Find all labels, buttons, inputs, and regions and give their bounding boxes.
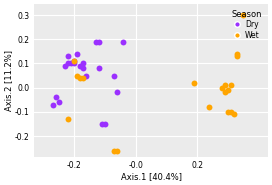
Point — [100, 122, 104, 125]
Point — [192, 81, 196, 84]
Point — [78, 76, 82, 79]
Point — [112, 74, 116, 77]
Point — [226, 89, 230, 92]
Point — [57, 101, 61, 104]
Point — [97, 67, 101, 70]
Point — [229, 84, 233, 87]
Legend: Dry, Wet: Dry, Wet — [230, 8, 264, 41]
X-axis label: Axis.1 [40.4%]: Axis.1 [40.4%] — [120, 172, 181, 181]
Point — [94, 40, 98, 43]
Point — [78, 64, 82, 67]
Point — [66, 62, 70, 65]
Point — [235, 52, 239, 55]
Point — [63, 64, 67, 67]
Point — [222, 91, 227, 94]
Point — [103, 122, 107, 125]
Point — [72, 62, 76, 65]
Point — [226, 110, 230, 113]
Point — [241, 14, 245, 16]
Point — [220, 86, 224, 89]
Point — [112, 149, 116, 152]
Point — [115, 149, 119, 152]
Point — [84, 74, 89, 77]
Point — [54, 96, 58, 99]
Point — [72, 60, 76, 63]
Point — [222, 84, 227, 87]
Y-axis label: Axis.2 [11.2%]: Axis.2 [11.2%] — [4, 50, 13, 111]
Point — [81, 62, 85, 65]
Point — [50, 103, 55, 106]
Point — [69, 62, 73, 65]
Point — [235, 55, 239, 58]
Point — [232, 113, 236, 116]
Point — [207, 105, 212, 108]
Point — [115, 91, 119, 94]
Point — [66, 55, 70, 58]
Point — [66, 118, 70, 121]
Point — [121, 40, 125, 43]
Point — [72, 60, 76, 63]
Point — [81, 67, 85, 70]
Point — [229, 110, 233, 113]
Point — [75, 52, 79, 55]
Point — [75, 74, 79, 77]
Point — [81, 76, 85, 79]
Point — [97, 40, 101, 43]
